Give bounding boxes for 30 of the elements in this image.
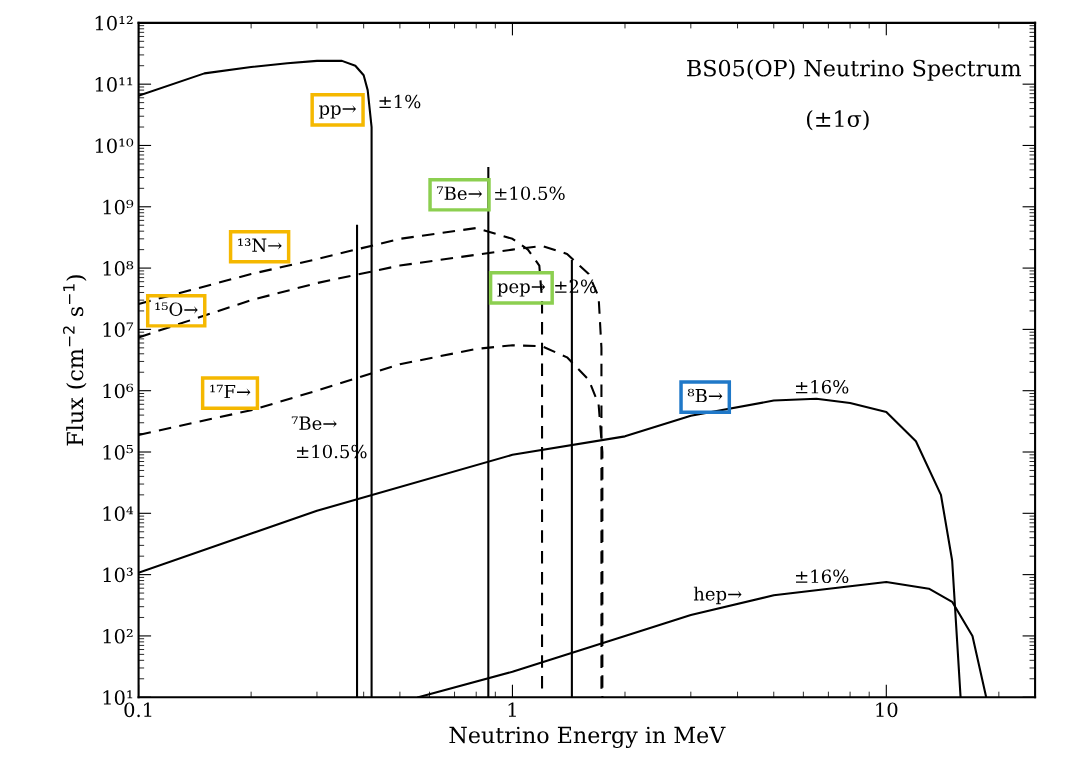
y-tick-label: 10⁸ (103, 261, 134, 276)
y-tick-label: 10⁵ (103, 444, 133, 460)
y-tick-label: 10¹² (95, 15, 133, 31)
y-tick-label: 10⁴ (103, 506, 134, 521)
annotation: ⁷Be→ (437, 186, 483, 201)
text: (±1σ) (806, 109, 869, 131)
annotation: ¹⁷F→ (210, 384, 251, 399)
y-axis-title: Flux (cm$^{−2}$ s$^{−1}$) (62, 275, 87, 446)
annotation: ¹⁵O→ (155, 302, 198, 317)
y-tick-label: 10⁹ (103, 199, 134, 215)
annotation: ±1% (379, 94, 421, 109)
y-tick-label: 10¹¹ (95, 77, 133, 92)
x-axis-title: Neutrino Energy in MeV (449, 726, 726, 748)
x-tick-label: 1 (508, 702, 516, 717)
annotation: pp→ (319, 105, 357, 119)
y-tick-label: 10¹⁰ (95, 138, 134, 154)
annotation: pep→ (497, 283, 546, 297)
y-tick-label: 10² (103, 628, 133, 644)
annotation: ±16% (796, 379, 849, 394)
annotation: ±10.5% (495, 186, 565, 201)
annotation: ⁸B→ (687, 388, 723, 403)
y-tick-label: 10⁷ (103, 322, 134, 338)
y-tick-label: 10⁶ (103, 383, 134, 399)
annotation: ±16% (796, 569, 849, 584)
text: BS05(OP) Neutrino Spectrum (687, 59, 1022, 81)
y-tick-label: 10³ (103, 567, 133, 583)
annotation: hep→ (693, 586, 742, 605)
x-tick-label: 10 (876, 702, 898, 718)
annotation: ⁷Be→ (291, 416, 337, 431)
annotation: ¹³N→ (238, 238, 282, 252)
